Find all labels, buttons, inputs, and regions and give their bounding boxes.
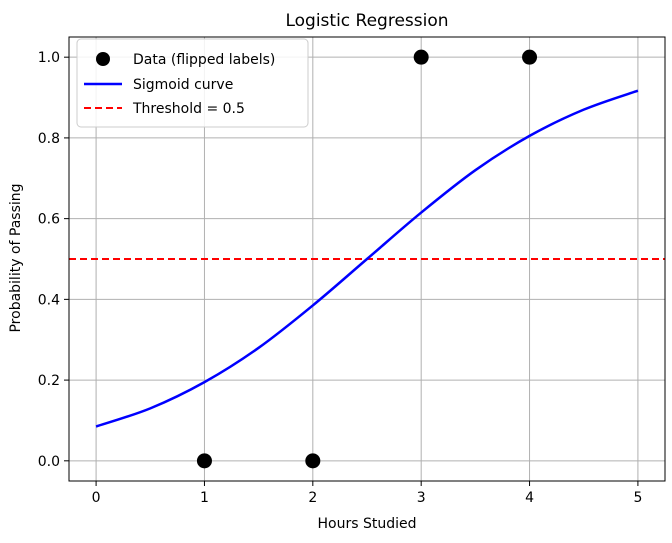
y-tick-label: 1.0 — [38, 50, 60, 66]
legend-box — [76, 38, 309, 128]
points-layer — [196, 49, 538, 469]
y-tick-label: 0.6 — [38, 212, 60, 228]
x-tick-label: 4 — [525, 490, 534, 506]
curve-layer — [95, 89, 639, 428]
y-tick-label: 0.2 — [38, 373, 60, 389]
sigmoid-curve — [95, 89, 639, 428]
ticks: 0 1 2 3 4 5 0.0 0.2 0.4 0.6 0.8 1.0 — [38, 50, 643, 506]
x-tick-label: 3 — [417, 490, 426, 506]
legend-label-threshold: Threshold = 0.5 — [132, 101, 245, 117]
x-tick-label: 1 — [200, 490, 209, 506]
x-tick-label: 0 — [92, 490, 101, 506]
y-tick-label: 0.4 — [38, 292, 60, 308]
y-axis-label: Probability of Passing — [8, 183, 24, 332]
legend: Data (flipped labels) Sigmoid curve Thre… — [76, 38, 309, 128]
x-axis-label: Hours Studied — [318, 516, 417, 532]
data-point — [413, 49, 429, 65]
plot-frame — [68, 36, 666, 482]
data-point — [522, 49, 538, 65]
y-tick-label: 0.0 — [38, 454, 60, 470]
legend-label-data: Data (flipped labels) — [133, 52, 275, 68]
chart-title: Logistic Regression — [285, 11, 448, 31]
x-tick-label: 2 — [308, 490, 317, 506]
data-point — [196, 453, 212, 469]
data-point — [305, 453, 321, 469]
x-tick-label: 5 — [633, 490, 642, 506]
legend-label-sigmoid: Sigmoid curve — [133, 77, 233, 93]
y-tick-label: 0.8 — [38, 131, 60, 147]
legend-marker-data — [96, 52, 110, 66]
